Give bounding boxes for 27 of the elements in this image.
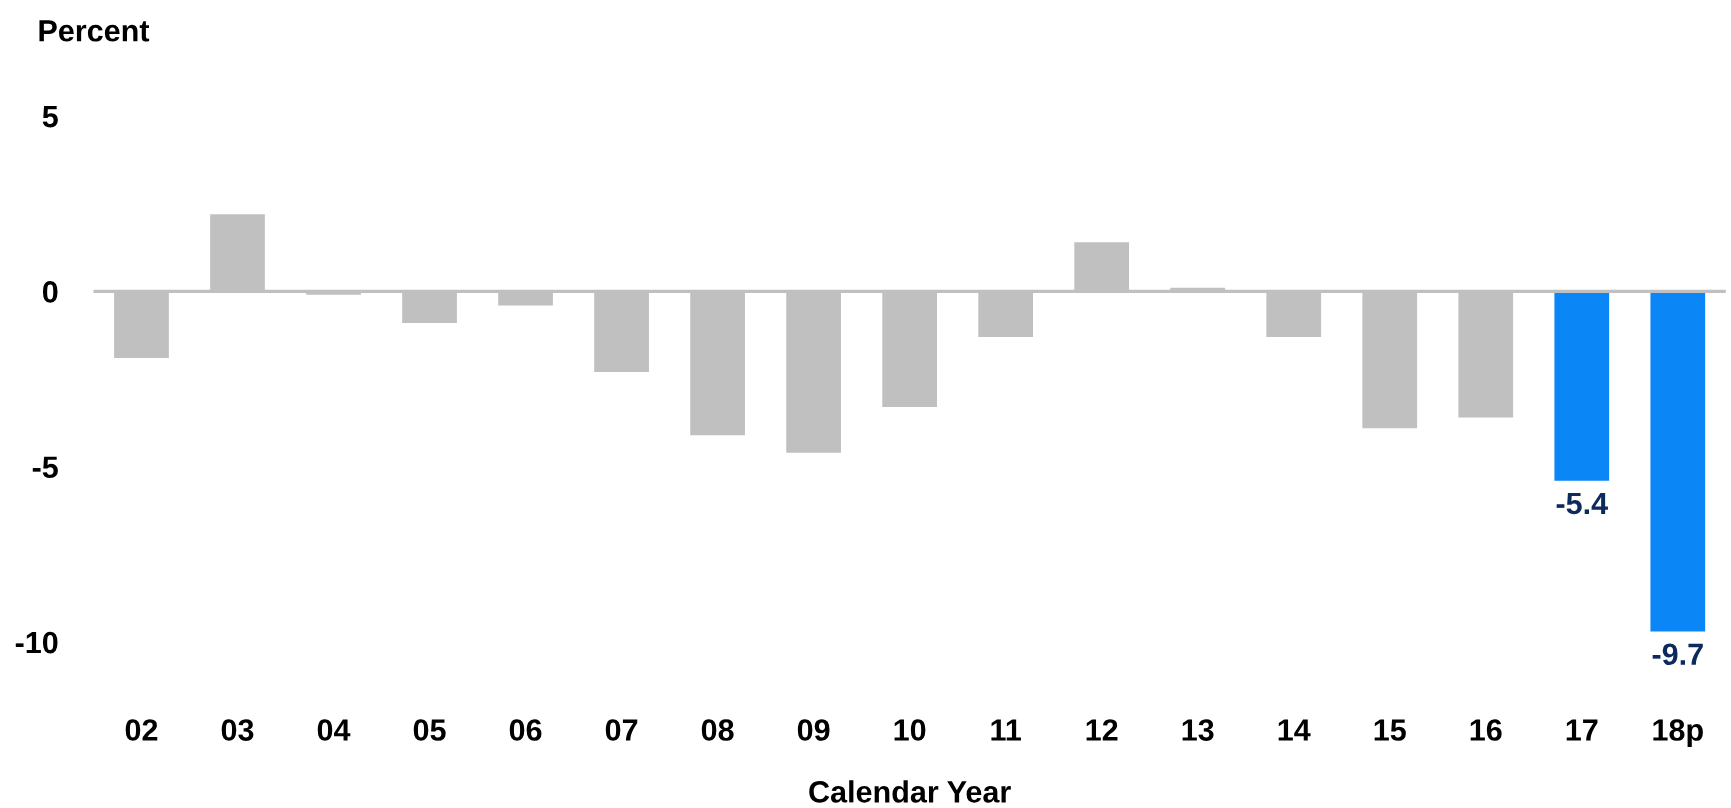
- bar: [1554, 291, 1610, 481]
- x-tick-label: 13: [1182, 719, 1214, 741]
- data-label: -9.7: [1652, 643, 1703, 666]
- x-tick-label: 03: [221, 719, 254, 741]
- y-tick-label: 0: [42, 281, 58, 303]
- x-tick-label: 02: [125, 719, 158, 741]
- x-axis-title: Calendar Year: [809, 780, 1011, 803]
- x-tick-label: 11: [991, 719, 1021, 741]
- x-tick-label: 17: [1566, 719, 1598, 741]
- x-tick-label: 08: [701, 719, 734, 741]
- x-tick-label: 05: [413, 719, 446, 741]
- x-tick-label: 09: [797, 719, 830, 741]
- x-tick-label: 07: [605, 719, 638, 741]
- y-tick-label: -10: [15, 631, 58, 654]
- x-tick-label: 04: [317, 719, 351, 741]
- x-tick-label: 14: [1278, 719, 1311, 741]
- bar: [1650, 291, 1706, 632]
- x-tick-label: 12: [1086, 719, 1118, 741]
- data-label: -5.4: [1556, 492, 1608, 515]
- y-tick-label: 5: [42, 106, 58, 128]
- x-tick-label: 06: [509, 719, 542, 741]
- x-tick-label: 18p: [1653, 719, 1703, 747]
- x-tick-label: 15: [1374, 719, 1406, 741]
- y-axis-title: Percent: [39, 20, 150, 42]
- x-tick-label: 10: [894, 719, 926, 741]
- x-tick-label: 16: [1470, 719, 1502, 741]
- y-tick-label: -5: [32, 456, 58, 479]
